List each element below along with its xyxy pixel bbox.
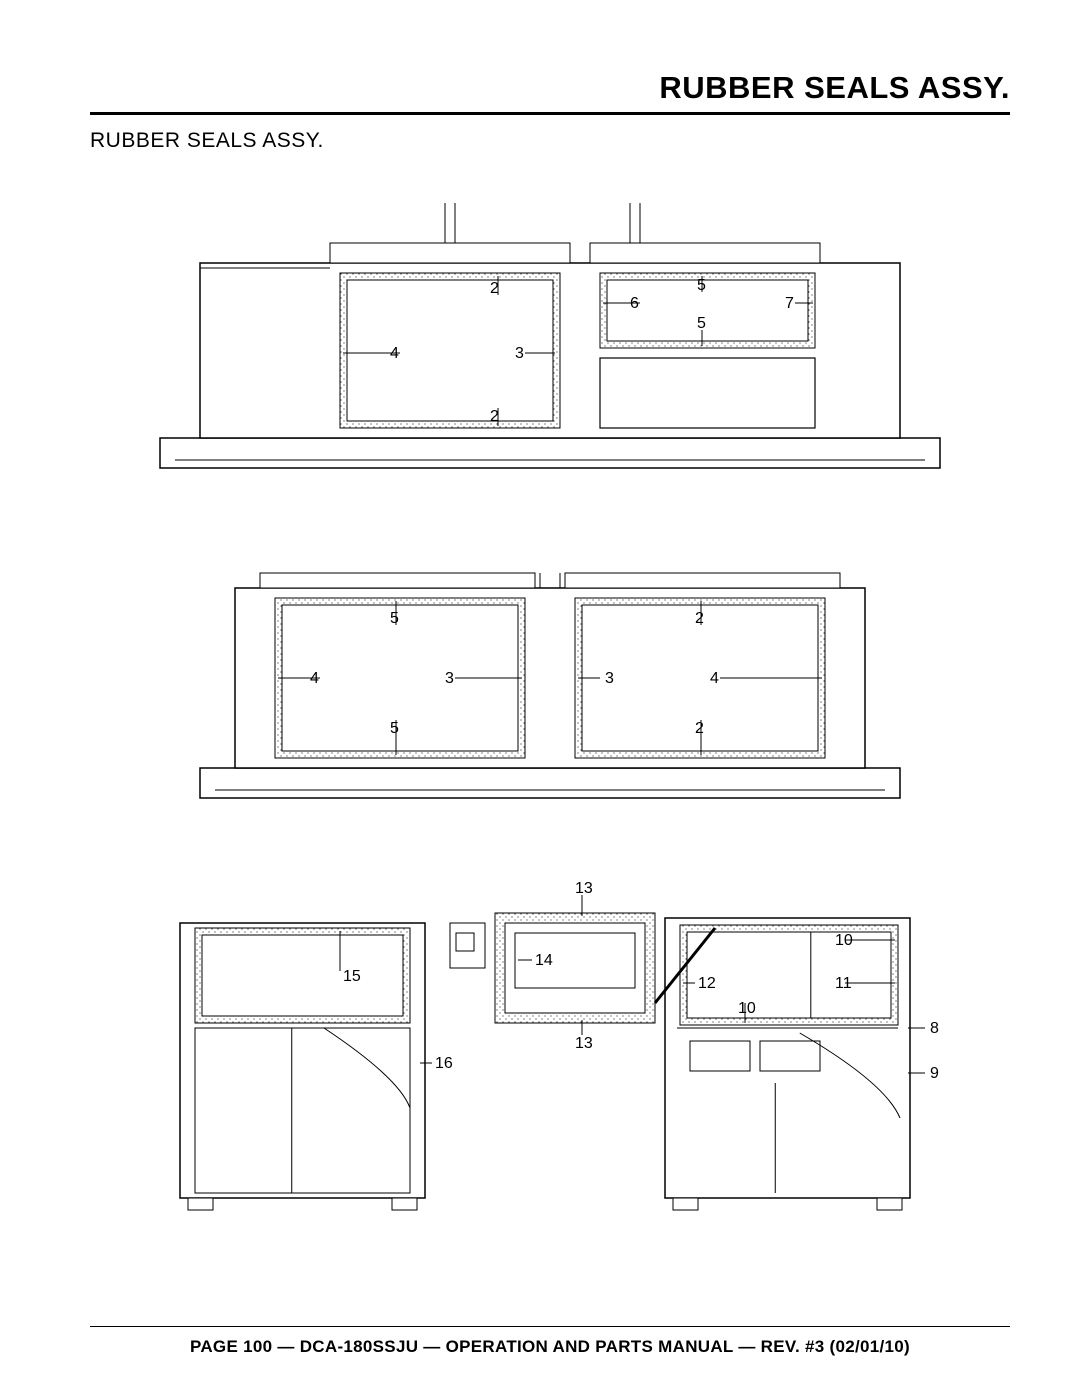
svg-text:2: 2	[695, 610, 704, 627]
svg-text:2: 2	[695, 720, 704, 737]
svg-text:16: 16	[435, 1055, 453, 1072]
footer-rule	[90, 1326, 1010, 1328]
title-rule	[90, 112, 1010, 115]
svg-text:13: 13	[575, 1035, 593, 1052]
svg-text:5: 5	[390, 720, 399, 737]
svg-text:4: 4	[710, 670, 719, 687]
svg-text:15: 15	[343, 968, 361, 985]
diagram-area: 223455675534223413131415161210101189	[90, 183, 1010, 1233]
svg-text:10: 10	[738, 1000, 756, 1017]
svg-text:3: 3	[605, 670, 614, 687]
svg-text:7: 7	[785, 295, 794, 312]
svg-text:3: 3	[445, 670, 454, 687]
svg-text:5: 5	[390, 610, 399, 627]
page-footer: PAGE 100 — DCA-180SSJU — OPERATION AND P…	[90, 1337, 1010, 1357]
svg-text:9: 9	[930, 1065, 939, 1082]
page-title: RUBBER SEALS ASSY.	[90, 70, 1010, 106]
svg-text:13: 13	[575, 880, 593, 897]
svg-text:14: 14	[535, 952, 553, 969]
diagram-svg: 223455675534223413131415161210101189	[90, 183, 990, 1233]
svg-text:8: 8	[930, 1020, 939, 1037]
page-subtitle: RUBBER SEALS ASSY.	[90, 129, 1010, 153]
svg-text:5: 5	[697, 315, 706, 332]
svg-text:12: 12	[698, 975, 716, 992]
svg-text:3: 3	[515, 345, 524, 362]
